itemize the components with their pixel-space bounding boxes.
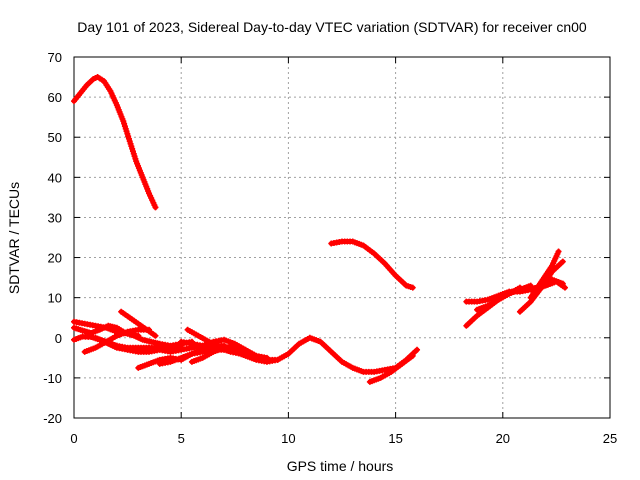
x-tick-label: 25 — [603, 431, 617, 446]
y-tick-label: 50 — [48, 130, 62, 145]
series-arc-1 — [71, 74, 159, 211]
series-arc-17 — [210, 346, 281, 365]
data-point — [409, 284, 416, 291]
y-tick-label: 30 — [48, 210, 62, 225]
grid-lines — [74, 57, 610, 418]
y-tick-label: 40 — [48, 170, 62, 185]
data-points — [71, 74, 568, 385]
x-tick-labels: 0 5 10 15 20 25 — [70, 431, 617, 446]
x-tick-label: 20 — [496, 431, 510, 446]
y-tick-label: -10 — [43, 371, 62, 386]
x-tick-label: 10 — [281, 431, 295, 446]
y-axis-label: SDTVAR / TECUs — [6, 182, 22, 294]
series-arc-2 — [328, 238, 416, 291]
y-tick-label: 70 — [48, 50, 62, 65]
data-point — [559, 258, 566, 265]
y-tick-label: 20 — [48, 251, 62, 266]
x-axis-label: GPS time / hours — [287, 458, 394, 474]
x-tick-label: 0 — [70, 431, 77, 446]
plot-frame — [73, 56, 611, 419]
series-arc-9 — [118, 308, 159, 339]
data-point — [414, 346, 421, 353]
data-point — [274, 356, 281, 363]
data-point — [409, 352, 416, 359]
data-point — [527, 282, 534, 289]
series-trace — [71, 74, 158, 210]
series-arc-21 — [474, 282, 534, 313]
x-tick-label: 5 — [178, 431, 185, 446]
y-tick-label: 60 — [48, 90, 62, 105]
data-point — [152, 204, 159, 211]
data-point — [561, 284, 568, 291]
data-point — [135, 332, 142, 339]
series-arc-24 — [531, 278, 568, 293]
data-point — [152, 332, 159, 339]
series-arc-23 — [527, 248, 562, 301]
y-tick-labels: -20 -10 0 10 20 30 40 50 60 70 — [43, 50, 62, 426]
data-point — [555, 248, 562, 255]
x-tick-label: 15 — [388, 431, 402, 446]
y-tick-label: 0 — [55, 331, 62, 346]
y-tick-label: 10 — [48, 291, 62, 306]
series-arc-18 — [366, 352, 416, 385]
y-tick-label: -20 — [43, 411, 62, 426]
chart-title: Day 101 of 2023, Sidereal Day-to-day VTE… — [77, 19, 587, 35]
